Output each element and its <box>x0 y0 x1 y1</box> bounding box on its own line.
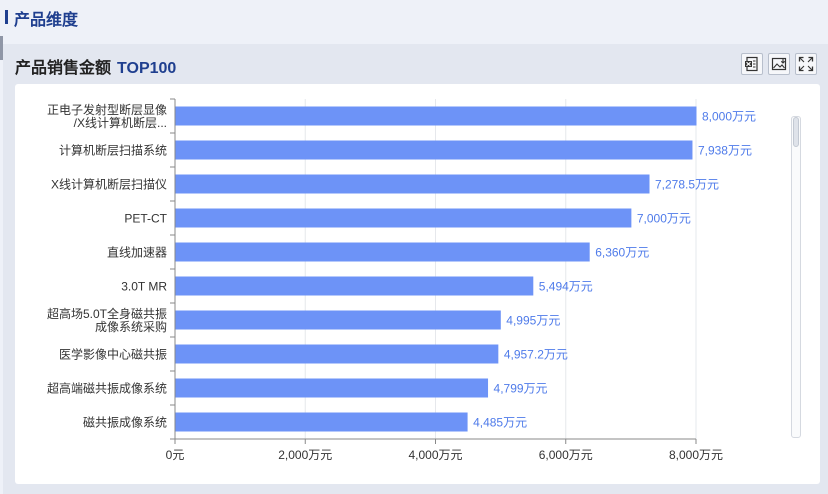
bar-value-label: 4,995万元 <box>506 314 560 328</box>
category-label-line: 磁共振成像系统 <box>83 415 167 430</box>
bar-value-label: 7,278.5万元 <box>655 178 719 192</box>
category-label-line: 超高场5.0T全身磁共振 <box>47 306 167 321</box>
category-label: 超高端磁共振成像系统 <box>47 381 167 396</box>
bar-value-label: 7,000万元 <box>637 212 691 226</box>
x-tick-label: 8,000万元 <box>669 448 723 462</box>
category-label-line: 成像系统采购 <box>95 319 167 334</box>
bar-chart: 0元 2,000万元 4,000万元 6,000万元 8,000万元 8,000万元 正电子… <box>47 98 756 462</box>
section-header: 产品维度 <box>0 0 828 34</box>
bar-value-label: 5,494万元 <box>539 280 593 294</box>
bar-value-label: 7,938万元 <box>698 144 752 158</box>
bar-value-label: 6,360万元 <box>595 246 649 260</box>
bar <box>175 174 650 194</box>
collapse-handle[interactable] <box>0 36 3 60</box>
category-label-line: 计算机断层扫描系统 <box>59 143 167 158</box>
panel-title: 产品销售金额 TOP100 <box>15 54 176 78</box>
category-label-line: 超高端磁共振成像系统 <box>47 381 167 396</box>
bar <box>175 106 697 126</box>
bar <box>175 242 590 262</box>
section-title: 产品维度 <box>14 12 79 29</box>
category-label: 医学影像中心磁共振 <box>59 347 167 362</box>
panel-title-top: TOP100 <box>117 60 177 77</box>
category-label-line: 3.0T MR <box>121 280 167 294</box>
chart-scrollbar-thumb[interactable] <box>793 117 799 147</box>
category-label-line: X线计算机断层扫描仪 <box>51 177 167 192</box>
bar-value-label: 4,485万元 <box>473 416 527 430</box>
export-excel-button[interactable] <box>741 53 763 75</box>
x-tick-label: 4,000万元 <box>408 448 462 462</box>
category-label-line: 直线加速器 <box>107 246 167 260</box>
bar <box>175 208 632 228</box>
bar-value-label: 4,957.2万元 <box>504 348 568 362</box>
category-label: 3.0T MR <box>121 280 167 294</box>
category-label: 计算机断层扫描系统 <box>59 143 167 158</box>
x-tick-label: 0元 <box>166 448 185 462</box>
category-label-line: /X线计算机断层... <box>74 115 167 130</box>
category-label: PET-CT <box>124 212 167 226</box>
chart-card: 0元 2,000万元 4,000万元 6,000万元 8,000万元 8,000万元 正电子… <box>15 84 820 484</box>
export-excel-icon <box>745 56 758 72</box>
bar <box>175 276 534 296</box>
category-label: 直线加速器 <box>107 246 167 260</box>
category-label-line: 医学影像中心磁共振 <box>59 347 167 362</box>
x-tick-label: 6,000万元 <box>539 448 593 462</box>
panel-title-text: 产品销售金额 <box>15 60 112 77</box>
save-image-button[interactable] <box>768 53 790 75</box>
category-label-line: PET-CT <box>124 212 167 226</box>
category-label: 正电子发射型断层显像/X线计算机断层... <box>47 102 167 130</box>
bar <box>175 344 499 364</box>
section-accent-bar <box>5 10 8 24</box>
category-label: 磁共振成像系统 <box>83 415 167 430</box>
fullscreen-icon <box>798 56 814 72</box>
bar <box>175 310 501 330</box>
category-label: X线计算机断层扫描仪 <box>51 177 167 192</box>
bar <box>175 140 693 160</box>
fullscreen-button[interactable] <box>795 53 817 75</box>
bar-value-label: 8,000万元 <box>702 110 756 124</box>
x-tick-label: 2,000万元 <box>278 448 332 462</box>
save-image-icon <box>771 57 787 71</box>
bar-value-label: 4,799万元 <box>494 382 548 396</box>
bar <box>175 412 468 432</box>
chart-panel: 产品销售金额 TOP100 0元 2,000万元 4,000万元 6,000万元 8,00… <box>3 44 828 494</box>
category-label-line: 正电子发射型断层显像 <box>47 102 167 117</box>
category-label: 超高场5.0T全身磁共振成像系统采购 <box>47 306 167 334</box>
chart-scrollbar[interactable] <box>791 116 801 438</box>
bar <box>175 378 489 398</box>
